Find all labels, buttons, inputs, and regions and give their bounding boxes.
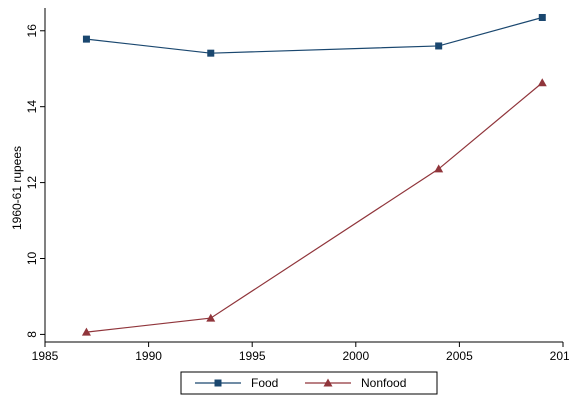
data-point-food bbox=[82, 35, 90, 43]
legend-label: Food bbox=[251, 376, 278, 390]
x-tick-label: 2005 bbox=[446, 349, 473, 363]
data-point-nonfood bbox=[81, 327, 91, 336]
data-point-food bbox=[435, 42, 443, 50]
legend: Food Nonfood bbox=[180, 371, 438, 395]
legend-marker bbox=[214, 379, 222, 387]
data-point-nonfood bbox=[537, 78, 547, 87]
y-tick-label: 8 bbox=[25, 331, 39, 338]
series-nonfood bbox=[81, 78, 547, 336]
x-tick-label: 1995 bbox=[239, 349, 266, 363]
legend-item-nonfood: Nonfood bbox=[305, 376, 406, 390]
x-tick-label: 2010 bbox=[550, 349, 569, 363]
y-tick-label: 10 bbox=[25, 252, 39, 266]
y-axis-title: 1960-61 rupees bbox=[10, 146, 24, 230]
x-tick-label: 1985 bbox=[32, 349, 59, 363]
series-food bbox=[82, 13, 546, 57]
data-point-food bbox=[538, 13, 546, 21]
legend-item-food: Food bbox=[195, 376, 278, 390]
series-line-food bbox=[86, 16, 543, 54]
legend-label: Nonfood bbox=[361, 376, 406, 390]
data-point-nonfood bbox=[434, 164, 444, 173]
data-point-food bbox=[207, 49, 215, 57]
y-tick-label: 16 bbox=[25, 24, 39, 38]
y-tick-label: 12 bbox=[25, 176, 39, 190]
data-point-nonfood bbox=[206, 313, 216, 322]
series-group bbox=[81, 13, 547, 336]
x-tick-label: 2000 bbox=[342, 349, 369, 363]
y-tick-label: 14 bbox=[25, 100, 39, 114]
axes: 1985 1990 1995 2000 2005 2010 8 10 12 14 16 bbox=[25, 8, 569, 363]
x-tick-label: 1990 bbox=[135, 349, 162, 363]
series-line-nonfood bbox=[86, 82, 543, 333]
legend-marker bbox=[323, 378, 333, 387]
